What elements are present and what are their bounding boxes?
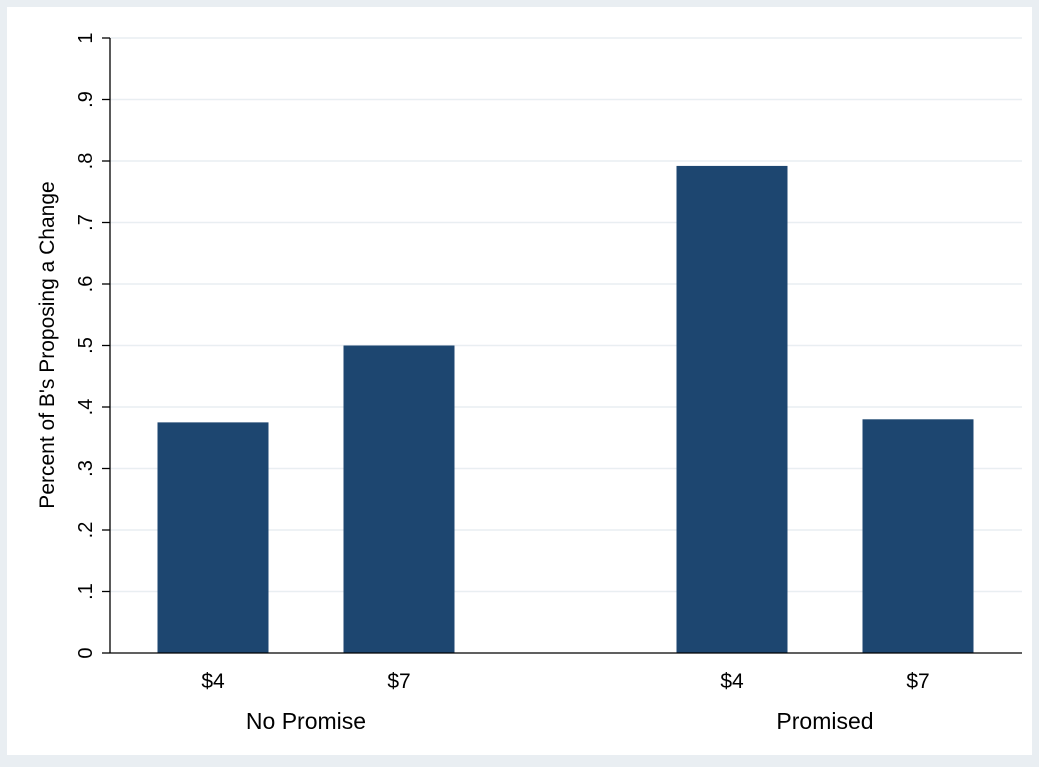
y-tick-label: .8 xyxy=(75,153,97,170)
bar xyxy=(157,422,269,653)
x-labels: $4 $7 No Promise $4 $7 Promised xyxy=(201,670,929,734)
x-tick-label: $4 xyxy=(720,670,744,693)
bars xyxy=(157,165,974,654)
y-tick-label: .3 xyxy=(75,460,97,477)
y-tick-label: .2 xyxy=(75,522,97,539)
y-tick-label: .5 xyxy=(75,337,97,354)
y-tick-label: 1 xyxy=(75,32,97,43)
bar xyxy=(676,165,788,654)
x-tick-label: $7 xyxy=(906,670,929,693)
bar xyxy=(343,345,455,653)
y-tick-label: .9 xyxy=(75,91,97,108)
x-group-label: No Promise xyxy=(246,708,366,734)
x-tick-label: $4 xyxy=(201,670,225,693)
y-tick-label: 0 xyxy=(75,647,97,658)
y-ticks: 0 .1 .2 .3 .4 .5 .6 .7 .8 .9 1 xyxy=(75,32,110,659)
grid-lines xyxy=(110,37,1022,593)
y-tick-label: .6 xyxy=(75,276,97,293)
y-tick-label: .1 xyxy=(75,583,97,600)
y-tick-label: .4 xyxy=(75,399,97,416)
x-group-label: Promised xyxy=(776,708,873,734)
x-tick-label: $7 xyxy=(387,670,410,693)
y-tick-label: .7 xyxy=(75,214,97,231)
bar xyxy=(862,419,974,653)
y-axis-title: Percent of B's Proposing a Change xyxy=(36,181,59,508)
